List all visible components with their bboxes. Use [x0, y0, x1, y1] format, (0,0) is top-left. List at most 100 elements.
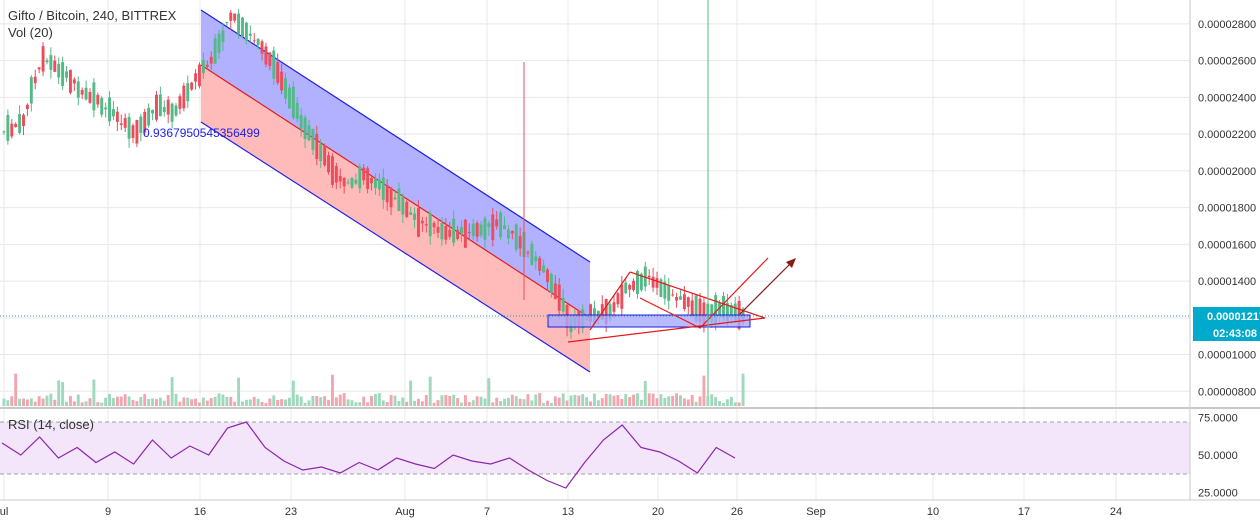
- candle-body: [182, 85, 186, 109]
- candle-body: [354, 179, 358, 184]
- volume-bar: [366, 402, 370, 406]
- volume-bar: [115, 396, 119, 406]
- candle-body: [506, 229, 510, 239]
- rsi-pane: [0, 421, 1190, 489]
- volume-bar: [538, 393, 542, 406]
- volume-bar: [10, 396, 14, 406]
- volume-bar: [295, 394, 299, 406]
- volume-bar: [573, 394, 577, 406]
- volume-bar: [327, 399, 330, 406]
- candle-body: [174, 105, 178, 116]
- candle-body: [370, 177, 373, 184]
- triangle-inner-line[interactable]: [639, 297, 701, 329]
- candle-body: [57, 63, 61, 78]
- candle-body: [272, 50, 276, 79]
- time-tick-label: 10: [927, 506, 939, 518]
- rsi-tick-label: 75.0000: [1198, 413, 1238, 425]
- volume-bar: [100, 402, 104, 406]
- candle-body: [487, 223, 491, 228]
- volume-bar: [151, 398, 155, 406]
- candle-body: [260, 41, 264, 54]
- candle-body: [151, 109, 155, 114]
- volume-bar: [358, 402, 362, 406]
- candle-body: [162, 107, 166, 113]
- candle-body: [686, 297, 690, 307]
- volume-bar: [577, 395, 581, 406]
- candle-body: [225, 22, 229, 24]
- candle-body: [620, 284, 624, 309]
- triangle-upper-line[interactable]: [589, 271, 631, 331]
- candle-body: [659, 279, 663, 297]
- volume-bar: [424, 395, 428, 406]
- volume-bar: [303, 402, 307, 406]
- triangle-top-line[interactable]: [629, 271, 766, 319]
- volume-bar: [381, 400, 385, 406]
- last-price-value: 0.00001217: [1207, 311, 1260, 323]
- volume-bar: [22, 398, 25, 406]
- volume-bar: [182, 397, 186, 406]
- volume-bar: [393, 395, 397, 406]
- volume-bar: [479, 396, 483, 406]
- rsi-legend[interactable]: RSI (14, close): [8, 417, 94, 432]
- candle-body: [518, 236, 522, 249]
- time-axis[interactable]: ul 9 16 23 Aug 7 13 20 26 Sep 10 17 24: [0, 506, 1122, 518]
- candle-body: [65, 71, 68, 78]
- volume-bar: [256, 398, 260, 406]
- price-tick-label: 0.00002200: [1198, 129, 1256, 141]
- price-tick-label: 0.00001600: [1198, 239, 1256, 251]
- time-tick-label: 13: [562, 506, 574, 518]
- candle-body: [307, 125, 311, 141]
- candle-body: [127, 117, 131, 139]
- fib-annotation[interactable]: 0.9367950545356499: [143, 126, 260, 140]
- candle-body: [80, 89, 84, 95]
- candle-body: [542, 265, 546, 273]
- countdown-value: 02:43:08: [1213, 328, 1257, 340]
- volume-bar: [198, 402, 201, 406]
- candle-body: [671, 294, 675, 296]
- target-arrow[interactable]: [739, 259, 795, 315]
- volume-bar: [604, 393, 608, 406]
- price-tick-label: 0.00002400: [1198, 92, 1256, 104]
- triangle-bottom-line[interactable]: [567, 317, 766, 343]
- volume-bar: [280, 399, 284, 406]
- support-zone[interactable]: [547, 314, 751, 328]
- candle-body: [483, 218, 487, 240]
- candle-body: [377, 179, 381, 190]
- price-tick-label: 0.00001400: [1198, 276, 1256, 288]
- volume-bar: [444, 395, 448, 406]
- volume-bar: [287, 397, 291, 406]
- candle-body: [209, 56, 213, 64]
- volume-bar: [248, 399, 252, 406]
- rsi-axis[interactable]: 75.0000 50.0000 25.0000: [1198, 413, 1238, 500]
- volume-bar: [530, 400, 534, 406]
- channel-bottom-line[interactable]: [200, 121, 591, 373]
- candle-body: [690, 300, 694, 317]
- symbol-title[interactable]: Gifto / Bitcoin, 240, BITTREX: [8, 8, 177, 23]
- volume-bar: [158, 397, 162, 406]
- volume-bar: [729, 396, 733, 406]
- candle-body: [248, 33, 252, 36]
- candle-body: [131, 125, 135, 139]
- volume-legend[interactable]: Vol (20): [8, 25, 53, 40]
- volume-bar: [456, 398, 460, 406]
- candle-body: [2, 131, 6, 133]
- candle-body: [546, 269, 549, 283]
- candle-body: [632, 280, 636, 291]
- volume-bar: [639, 399, 643, 406]
- volume-bar: [135, 401, 139, 406]
- volume-bar: [436, 400, 440, 406]
- candle-body: [41, 46, 45, 72]
- volume-bar: [632, 394, 636, 406]
- volume-bar: [499, 401, 503, 406]
- volume-bar: [405, 401, 409, 406]
- candle-body: [417, 207, 420, 237]
- volume-bar: [581, 394, 585, 406]
- candle-body: [420, 220, 424, 224]
- price-axis[interactable]: 0.00002800 0.00002600 0.00002400 0.00002200…: [1198, 19, 1256, 398]
- candle-body: [698, 298, 702, 322]
- candle-body: [362, 167, 366, 181]
- candle-body: [213, 38, 217, 64]
- candle-body: [115, 111, 119, 122]
